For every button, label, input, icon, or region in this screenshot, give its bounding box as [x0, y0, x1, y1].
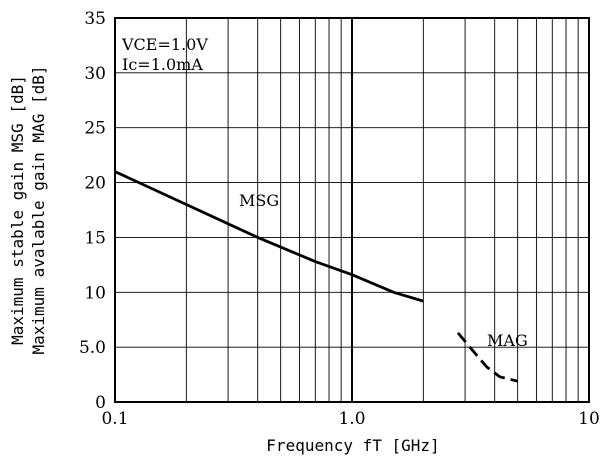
- x-tick-label: 0.1: [101, 409, 128, 429]
- conditions-box: VCE=1.0V Ic=1.0mA: [121, 35, 208, 74]
- y-tick-label: 10: [84, 283, 106, 303]
- x-tick-label: 1.0: [338, 409, 365, 429]
- y-axis-label-2: Maximum avalable gain MAG [dB]: [29, 66, 48, 355]
- series-label-msg: MSG: [239, 191, 279, 210]
- y-tick-label: 25: [84, 119, 106, 139]
- y-tick-label: 30: [84, 64, 106, 84]
- condition-ic: Ic=1.0mA: [122, 55, 203, 74]
- x-axis-label: Frequency fT [GHz]: [266, 436, 439, 455]
- condition-vce: VCE=1.0V: [121, 35, 208, 54]
- series-layer: [114, 170, 519, 383]
- plot-frame: [114, 17, 590, 403]
- y-axis-label-1: Maximum stable gain MSG [dB]: [8, 75, 27, 345]
- y-tick-label: 5.0: [79, 338, 106, 358]
- series-line-mag: [456, 332, 519, 383]
- grid: [114, 17, 590, 403]
- series-line-msg: [114, 170, 424, 303]
- y-tick-label: 0: [95, 393, 106, 413]
- y-tick-label: 15: [84, 228, 106, 248]
- y-tick-label: 35: [84, 9, 106, 29]
- tick-labels: 0 5.0 10 15 20 25 30 35 0.1 1.0 10: [79, 9, 600, 429]
- y-tick-label: 20: [84, 174, 106, 194]
- x-tick-label: 10: [578, 409, 600, 429]
- series-label-mag: MAG: [487, 331, 528, 350]
